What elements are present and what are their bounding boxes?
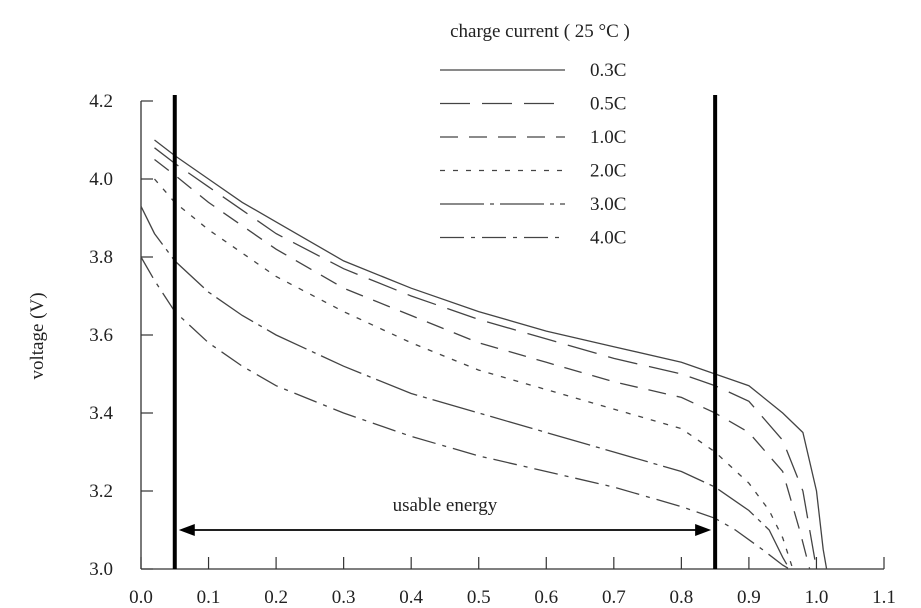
legend-label: 1.0C <box>590 127 626 148</box>
legend-label: 2.0C <box>590 161 626 182</box>
series-layer <box>140 139 828 570</box>
legend-label: 0.3C <box>590 60 626 81</box>
x-tick-label: 0.6 <box>534 587 558 608</box>
legend-title: charge current ( 25 °C ) <box>450 21 630 42</box>
usable-energy-markers <box>172 95 718 569</box>
x-tick-label: 0.1 <box>197 587 221 608</box>
x-tick-label: 0.4 <box>399 587 423 608</box>
legend-label: 4.0C <box>590 228 626 249</box>
series-line-1-0c <box>154 158 811 570</box>
x-tick-label: 0.8 <box>669 587 693 608</box>
annotation-arrow-head-right <box>695 524 712 536</box>
annotation-label: usable energy <box>393 495 498 516</box>
y-axis-label: voltage (V) <box>27 292 48 379</box>
x-tick-label: 0.3 <box>332 587 356 608</box>
series-line-2-0c <box>154 178 794 570</box>
y-tick-label: 3.2 <box>89 481 113 502</box>
y-tick-label: 3.8 <box>89 247 113 268</box>
x-tick-label: 0.0 <box>129 587 153 608</box>
series-line-0-3c <box>154 139 828 570</box>
y-tick-label: 4.0 <box>89 169 113 190</box>
series-line-0-5c <box>154 147 818 570</box>
y-tick-label: 4.2 <box>89 91 113 112</box>
legend: charge current ( 25 °C ) 0.3C 0.5C 1.0C 2.0C… <box>440 21 630 249</box>
series-line-3-0c <box>140 206 790 570</box>
x-tick-label: 0.5 <box>467 587 491 608</box>
x-tick-label: 0.7 <box>602 587 626 608</box>
series-line-4-0c <box>140 256 790 570</box>
x-tick-label: 1.0 <box>805 587 829 608</box>
legend-label: 3.0C <box>590 194 626 215</box>
y-tick-label: 3.0 <box>89 559 113 580</box>
y-tick-label: 3.6 <box>89 325 113 346</box>
legend-label: 0.5C <box>590 94 626 115</box>
annotation-arrow-head-left <box>178 524 195 536</box>
y-tick-label: 3.4 <box>89 403 113 424</box>
axes <box>140 101 884 570</box>
x-tick-label: 0.2 <box>264 587 288 608</box>
y-axis-ticks: 3.0 3.2 3.4 3.6 3.8 4.0 4.2 <box>89 91 153 580</box>
annotation-layer: usable energy <box>178 495 712 536</box>
x-axis-ticks: 0.0 0.1 0.2 0.3 0.4 0.5 0.6 0.7 0.8 0.9 1.0 1.1 <box>129 557 896 608</box>
x-tick-label: 0.9 <box>737 587 761 608</box>
x-tick-label: 1.1 <box>872 587 896 608</box>
